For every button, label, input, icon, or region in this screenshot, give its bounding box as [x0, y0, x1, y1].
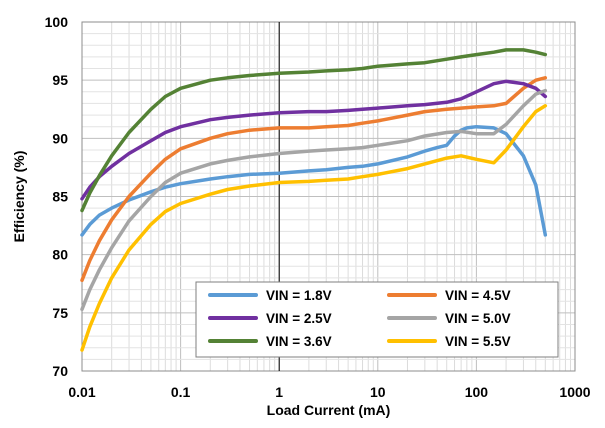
- y-tick-label: 100: [45, 14, 69, 30]
- x-axis-ticks: 0.01 0.1 1 10 100 1000: [68, 384, 590, 400]
- series-line: [80, 48, 548, 213]
- y-tick-label: 95: [52, 72, 68, 88]
- legend-label: VIN = 4.5V: [445, 288, 511, 303]
- x-tick-label: 0.1: [171, 384, 191, 400]
- series-line: [80, 79, 548, 201]
- y-axis-title: Efficiency (%): [11, 151, 27, 243]
- x-tick-label: 1: [275, 384, 283, 400]
- x-axis-title: Load Current (mA): [267, 402, 391, 418]
- legend-label: VIN = 1.8V: [266, 288, 332, 303]
- series-line: [80, 104, 548, 352]
- y-tick-label: 80: [52, 247, 68, 263]
- series-line: [80, 76, 548, 283]
- x-tick-label: 100: [465, 384, 489, 400]
- series-line: [80, 88, 548, 312]
- legend-label: VIN = 5.5V: [445, 334, 511, 349]
- x-tick-label: 10: [370, 384, 386, 400]
- legend-label: VIN = 5.0V: [445, 311, 511, 326]
- legend-label: VIN = 3.6V: [266, 334, 332, 349]
- y-tick-label: 85: [52, 189, 68, 205]
- x-tick-label: 1000: [559, 384, 590, 400]
- y-tick-label: 70: [52, 363, 68, 379]
- y-tick-label: 75: [52, 305, 68, 321]
- legend: VIN = 1.8V VIN = 4.5V VIN = 2.5V VIN = 5.0V…: [195, 281, 559, 358]
- y-axis-ticks: 70 75 80 85 90 95 100: [45, 14, 69, 379]
- series-line: [80, 124, 548, 237]
- y-tick-label: 90: [52, 130, 68, 146]
- series-lines: [80, 48, 548, 352]
- x-tick-label: 0.01: [68, 384, 95, 400]
- legend-label: VIN = 2.5V: [266, 311, 332, 326]
